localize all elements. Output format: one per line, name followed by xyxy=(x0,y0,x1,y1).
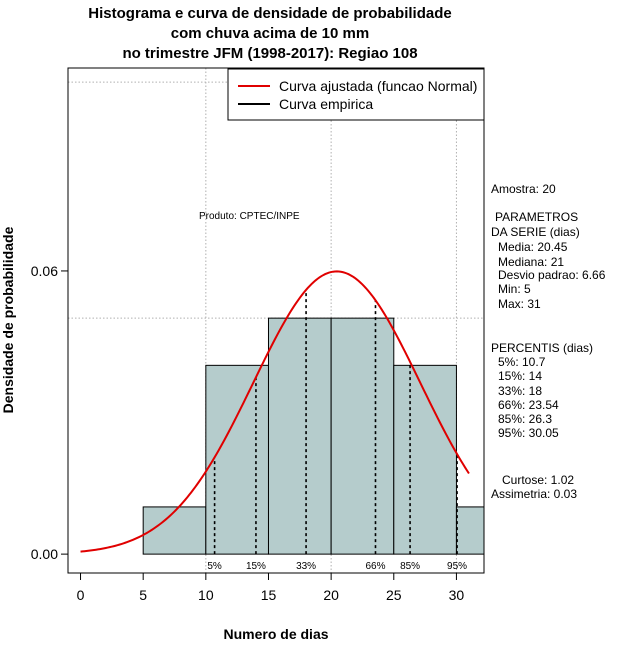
x-axis-label: Numero de dias xyxy=(223,626,328,642)
y-axis-label: Densidade de probabilidade xyxy=(0,226,16,413)
stat-p33: 33%: 18 xyxy=(498,384,543,398)
x-tick-label: 25 xyxy=(386,587,402,603)
stat-parametros-title: PARAMETROS xyxy=(495,210,579,224)
histogram-bar xyxy=(267,317,332,555)
percentile-label: 66% xyxy=(365,561,385,572)
histogram-bar xyxy=(142,506,207,555)
stat-desvio: Desvio padrao: 6.66 xyxy=(498,268,606,282)
percentile-label: 85% xyxy=(400,561,420,572)
x-tick-label: 0 xyxy=(77,587,85,603)
normal-curve xyxy=(80,270,470,553)
x-tick-label: 10 xyxy=(198,587,214,603)
chart-title-line-1: Histograma e curva de densidade de proba… xyxy=(88,5,452,22)
product-annotation: Produto: CPTEC/INPE xyxy=(199,211,300,222)
stat-parametros-subtitle: DA SERIE (dias) xyxy=(491,225,580,239)
legend: Curva ajustada (funcao Normal) Curva emp… xyxy=(227,68,485,121)
percentile-label: 33% xyxy=(296,561,316,572)
percentile-label: 5% xyxy=(207,561,222,572)
x-tick-label: 30 xyxy=(449,587,465,603)
curve-layer xyxy=(80,270,470,553)
stat-p5: 5%: 10.7 xyxy=(498,355,546,369)
bars-layer xyxy=(142,317,484,555)
stat-min: Min: 5 xyxy=(498,282,531,296)
stat-p66: 66%: 23.54 xyxy=(498,398,559,412)
x-tick-label: 15 xyxy=(261,587,277,603)
axes-layer: 0 5 10 15 20 25 30 0.00 0.06 xyxy=(31,263,465,603)
histogram-bar xyxy=(455,506,484,555)
chart-title-line-3: no trimestre JFM (1998-2017): Regiao 108 xyxy=(122,45,418,62)
percentile-lines-layer: 5% 15% 33% 66% 85% 95% xyxy=(207,289,467,572)
stat-curtose: Curtose: 1.02 xyxy=(502,473,575,487)
histogram-bar xyxy=(205,364,269,555)
histogram-bar xyxy=(393,364,457,555)
legend-label-empirical: Curva empirica xyxy=(279,96,373,112)
chart-title-line-2: com chuva acima de 10 mm xyxy=(170,25,370,42)
stat-media: Media: 20.45 xyxy=(498,240,568,254)
stat-mediana: Mediana: 21 xyxy=(498,255,565,269)
y-tick-label: 0.00 xyxy=(31,546,58,562)
stat-p85: 85%: 26.3 xyxy=(498,412,553,426)
legend-box xyxy=(227,68,485,121)
stat-p95: 95%: 30.05 xyxy=(498,426,559,440)
stat-p15: 15%: 14 xyxy=(498,369,543,383)
stat-amostra: Amostra: 20 xyxy=(491,182,556,196)
percentile-label: 15% xyxy=(246,561,266,572)
stat-max: Max: 31 xyxy=(498,297,541,311)
stat-assimetria: Assimetria: 0.03 xyxy=(491,487,578,501)
y-tick-label: 0.06 xyxy=(31,263,58,279)
x-tick-label: 5 xyxy=(139,587,147,603)
legend-label-normal: Curva ajustada (funcao Normal) xyxy=(279,78,477,94)
percentile-label: 95% xyxy=(447,561,467,572)
stat-percentis-title: PERCENTIS (dias) xyxy=(491,341,594,355)
plot-frame xyxy=(67,67,485,574)
histogram-bar xyxy=(330,317,395,555)
x-tick-label: 20 xyxy=(323,587,339,603)
